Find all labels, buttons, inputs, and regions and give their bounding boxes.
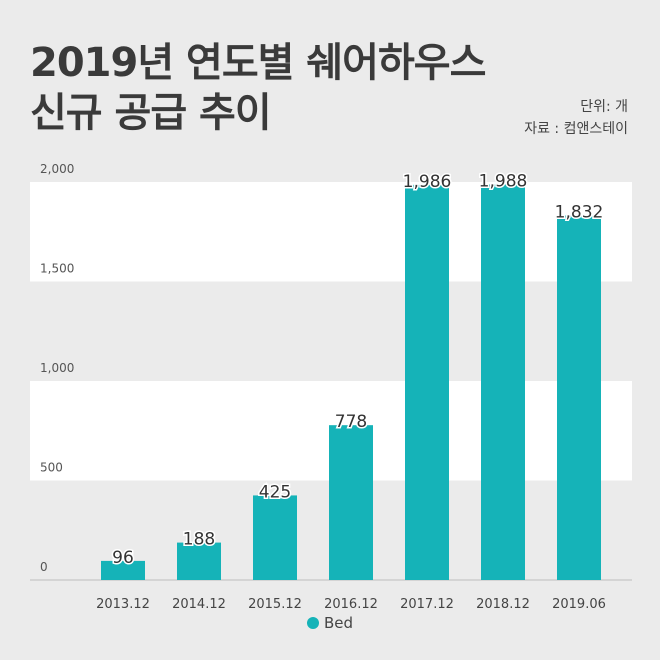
bar xyxy=(329,425,373,580)
chart-meta: 단위: 개 자료 : 컴앤스테이 xyxy=(524,96,628,140)
x-tick-label: 2018.12 xyxy=(476,597,530,612)
bar xyxy=(405,184,449,580)
x-tick-label: 2019.06 xyxy=(552,597,606,612)
data-label: 96 xyxy=(112,548,134,568)
bar xyxy=(481,184,525,580)
y-tick-label: 1,000 xyxy=(40,361,74,375)
grid-band xyxy=(30,182,632,282)
data-label: 1,988 xyxy=(479,171,528,191)
x-tick-label: 2013.12 xyxy=(96,597,150,612)
chart-title: 2019년 연도별 쉐어하우스 신규 공급 추이 xyxy=(30,38,486,138)
bar xyxy=(101,560,145,580)
x-tick-label: 2017.12 xyxy=(400,597,454,612)
y-tick-label: 2,000 xyxy=(40,162,74,176)
data-label: 778 xyxy=(335,412,367,432)
y-tick-label: 0 xyxy=(40,560,48,574)
data-label: 1,986 xyxy=(403,172,452,192)
data-label: 425 xyxy=(259,482,291,502)
title-line-1: 2019년 연도별 쉐어하우스 xyxy=(30,40,486,86)
legend-label: Bed xyxy=(323,614,354,632)
data-label: 1,832 xyxy=(555,202,604,222)
x-tick-label: 2015.12 xyxy=(248,597,302,612)
x-tick-label: 2014.12 xyxy=(172,597,226,612)
unit-note: 단위: 개 xyxy=(580,99,628,115)
bar xyxy=(177,542,221,580)
y-tick-label: 1,500 xyxy=(40,262,74,276)
legend: Bed xyxy=(0,614,660,632)
bar xyxy=(557,215,601,580)
source-note: 자료 : 컴앤스테이 xyxy=(524,121,628,137)
title-line-2: 신규 공급 추이 xyxy=(30,90,272,136)
data-label: 188 xyxy=(183,530,215,550)
y-tick-label: 500 xyxy=(40,461,63,475)
x-tick-label: 2016.12 xyxy=(324,597,378,612)
bar xyxy=(253,495,297,580)
legend-swatch xyxy=(306,616,319,629)
